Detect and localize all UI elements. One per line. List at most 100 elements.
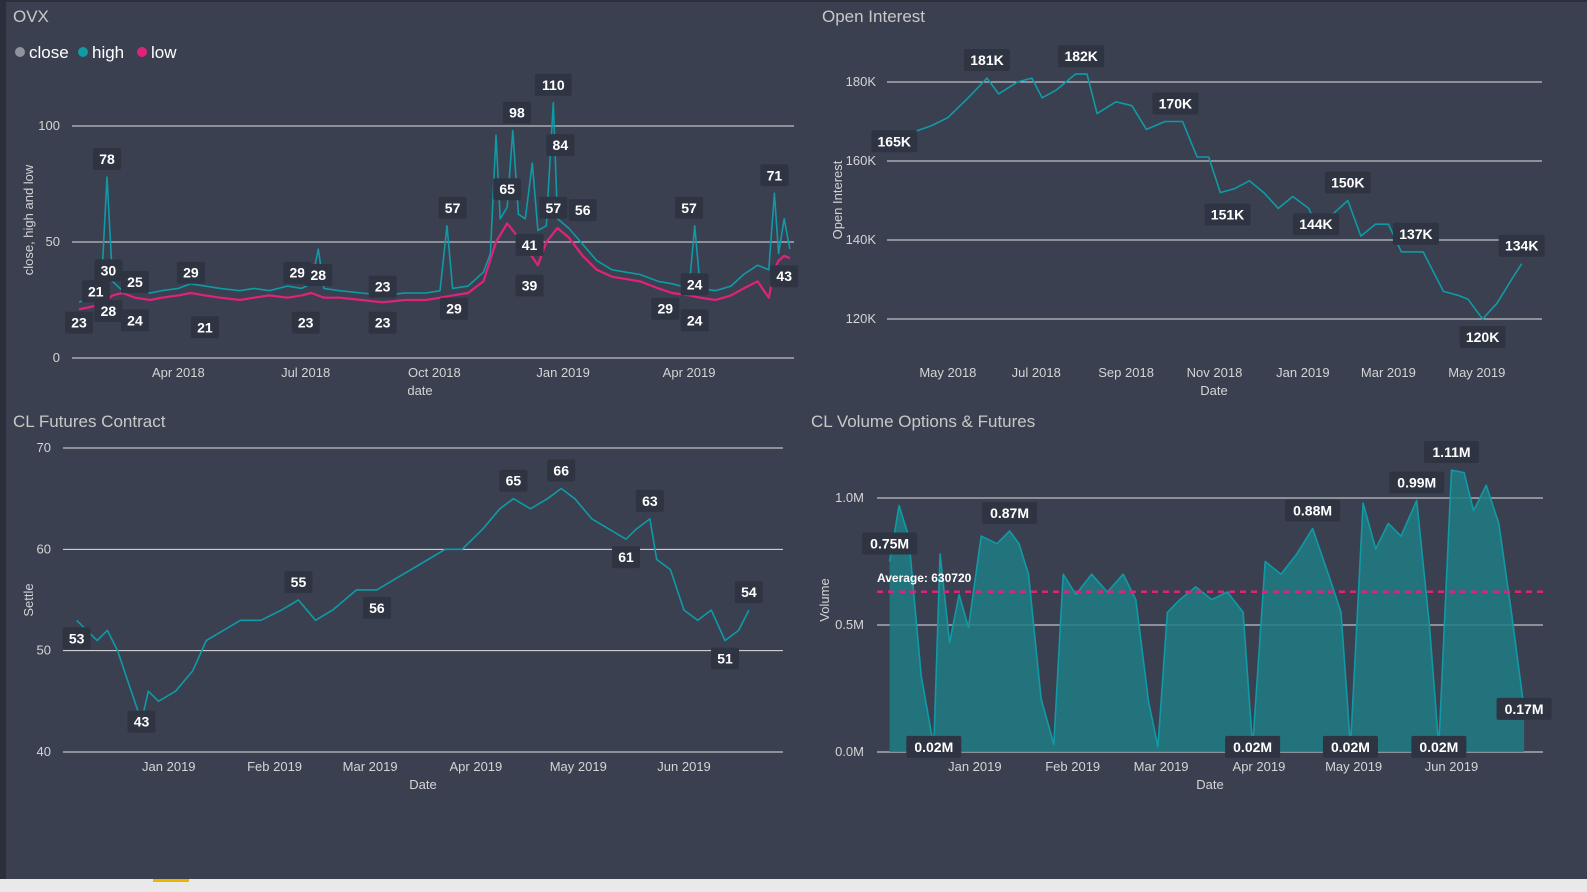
data-label-box [1459,326,1506,348]
x-tick-label: Mar 2019 [1134,759,1189,774]
data-label: 0.75M [862,532,918,555]
data-label: 120K [1459,326,1506,348]
data-label-text: 120K [1466,329,1499,345]
data-label-text: 65 [506,473,522,489]
data-label-text: 0.02M [1233,739,1272,755]
series-line-volume[interactable] [888,469,1525,748]
data-label-box [612,546,641,569]
y-tick-label: 120K [846,311,877,326]
x-tick-label: Jan 2019 [1276,365,1330,380]
data-label-text: 0.87M [990,505,1029,521]
data-label-box [635,489,664,512]
data-label: 21 [190,316,219,339]
data-label: 71 [760,164,789,187]
y-axis-title: Volume [817,578,832,621]
data-label: 61 [612,546,641,569]
legend-close-marker [15,47,25,57]
data-label-text: 182K [1064,48,1097,64]
data-label: 0.99M [1389,471,1445,494]
data-label-text: 41 [522,237,538,253]
y-axis-title: Settle [21,583,36,616]
data-label-box [94,300,123,323]
data-label-box [127,710,156,733]
data-label-box [710,647,739,670]
x-tick-label: Jul 2018 [281,365,330,380]
y-tick-label: 40 [37,744,51,759]
series-line-settle[interactable] [76,487,750,723]
data-label-text: 43 [134,714,150,730]
series-line-high[interactable] [78,102,791,304]
data-label-box [1389,471,1445,494]
data-label: 57 [539,196,568,219]
data-label-box [1292,213,1339,236]
data-label-text: 61 [618,549,634,565]
data-label-box [906,735,962,758]
y-tick-label: 0.0M [835,744,864,759]
y-axis-title: close, high and low [21,164,36,275]
data-label-box [368,311,397,334]
x-tick-label: Nov 2018 [1187,365,1243,380]
data-label-text: 23 [375,279,391,295]
data-label: 1.11M [1423,441,1479,464]
data-label: 0.02M [1322,735,1378,758]
y-tick-label: 50 [37,643,51,658]
data-label-text: 71 [767,167,783,183]
data-label-box [120,271,149,293]
data-label-text: 53 [69,630,85,646]
data-label-box [680,309,709,332]
data-label-text: 63 [642,493,658,509]
cl-volume-chart[interactable]: CL Volume Options & Futures Date Volume … [811,412,1552,792]
series-line-open-interest[interactable] [893,73,1523,320]
data-label-text: 56 [575,202,591,218]
data-label: 30 [94,259,123,282]
data-label-text: 23 [375,315,391,331]
data-label-box [651,297,680,320]
data-label-box [515,233,544,256]
data-label-box [1058,45,1105,68]
data-label-box [1285,499,1341,522]
x-axis-title: Date [409,777,436,792]
chart-title: Open Interest [822,7,925,26]
data-label-text: 65 [499,181,515,197]
active-page-tab[interactable] [153,879,189,882]
data-label-text: 0.02M [1331,739,1370,755]
x-tick-label: Feb 2019 [1045,759,1100,774]
data-label-text: 29 [446,301,462,317]
data-label-box [362,596,391,619]
data-label-text: 25 [127,274,143,290]
data-label-box [760,164,789,187]
x-axis-title: Date [1196,777,1223,792]
cl-futures-chart[interactable]: CL Futures Contract Date Settle 40 50 60 70… [13,412,783,792]
data-label-text: 0.88M [1293,502,1332,518]
y-tick-label: 60 [37,541,51,556]
x-tick-label: Mar 2019 [343,759,398,774]
data-label-text: 66 [553,463,569,479]
data-label-box [439,297,468,320]
series-line-low[interactable] [78,222,791,311]
data-label-box [734,581,763,604]
x-tick-label: Apr 2019 [663,365,716,380]
data-label-text: 0.17M [1505,701,1544,717]
data-label: 21 [81,280,110,303]
data-label-box [438,196,467,219]
x-tick-label: May 2019 [550,759,607,774]
data-label-text: 84 [553,137,569,153]
data-label-box [1392,222,1439,245]
top-border [0,0,1587,2]
legend-high-label[interactable]: high [92,43,124,62]
open-interest-chart[interactable]: Open Interest Date Open Interest 120K 140… [822,7,1545,398]
data-label-box [81,280,110,303]
data-label: 165K [871,130,918,153]
data-label-box [547,459,576,482]
data-label-text: 0.75M [870,536,909,552]
x-tick-label: Apr 2018 [152,365,205,380]
legend-close-label[interactable]: close [29,43,69,62]
chart-legend[interactable]: close high low [15,43,177,62]
legend-low-label[interactable]: low [151,43,177,62]
ovx-chart[interactable]: OVX close high low date close, high and … [13,7,799,398]
y-tick-label: 70 [37,440,51,455]
data-label-box [1152,92,1199,115]
series-area-fill [889,470,1525,752]
y-tick-label: 50 [46,234,60,249]
